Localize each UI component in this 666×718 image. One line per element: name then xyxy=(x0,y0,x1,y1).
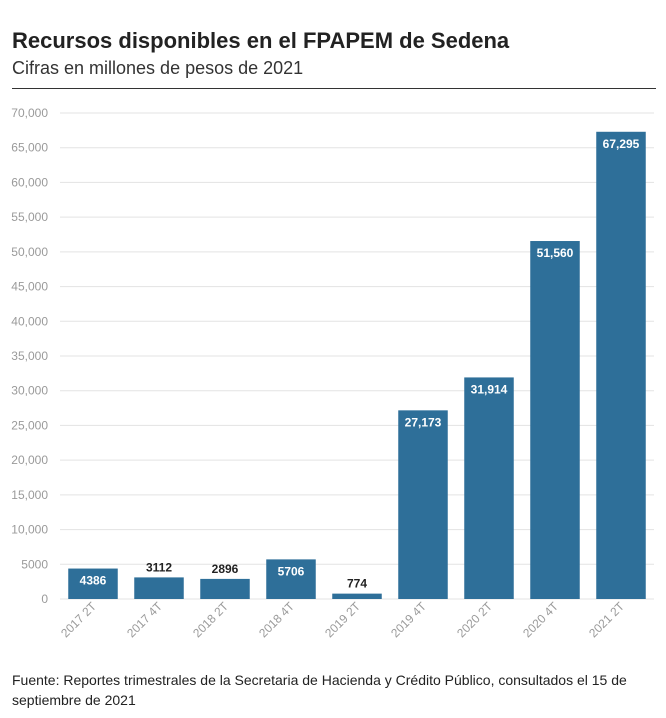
y-tick-label: 0 xyxy=(41,592,48,606)
y-tick-label: 55,000 xyxy=(11,210,48,224)
x-tick-label: 2017 4T xyxy=(124,599,166,641)
bar xyxy=(68,568,118,599)
y-tick-label: 60,000 xyxy=(11,175,48,189)
y-tick-label: 5000 xyxy=(21,557,48,571)
y-tick-label: 15,000 xyxy=(11,488,48,502)
y-tick-label: 70,000 xyxy=(11,106,48,120)
title-divider xyxy=(12,88,656,89)
bar xyxy=(530,241,580,599)
bar-value-label: 3112 xyxy=(146,560,172,574)
x-tick-label: 2018 4T xyxy=(256,599,298,641)
bar xyxy=(200,578,250,599)
y-tick-label: 35,000 xyxy=(11,349,48,363)
chart-title: Recursos disponibles en el FPAPEM de Sed… xyxy=(12,28,510,53)
chart-subtitle: Cifras en millones de pesos de 2021 xyxy=(12,58,304,78)
bar xyxy=(464,377,514,599)
y-tick-label: 20,000 xyxy=(11,453,48,467)
bar-value-label: 27,173 xyxy=(405,415,442,429)
y-tick-label: 10,000 xyxy=(11,523,48,537)
x-tick-label: 2019 2T xyxy=(322,599,364,641)
x-tick-label: 2020 4T xyxy=(520,599,562,641)
y-tick-label: 30,000 xyxy=(11,384,48,398)
y-tick-label: 40,000 xyxy=(11,314,48,328)
bar-value-label: 4386 xyxy=(80,574,107,588)
bar-value-label: 5706 xyxy=(278,564,305,578)
x-tick-label: 2020 2T xyxy=(454,599,496,641)
bar-chart: 0 5000 10,000 15,000 20,000 25,000 30,000 35,00… xyxy=(11,106,654,641)
x-tick-label: 2018 2T xyxy=(190,599,232,641)
y-tick-label: 50,000 xyxy=(11,245,48,259)
x-tick-label: 2021 2T xyxy=(586,599,628,641)
bar-value-label: 67,295 xyxy=(603,137,640,151)
bar xyxy=(332,593,382,599)
y-tick-label: 25,000 xyxy=(11,418,48,432)
x-tick-label: 2019 4T xyxy=(388,599,430,641)
y-tick-label: 45,000 xyxy=(11,280,48,294)
bar xyxy=(596,131,646,599)
bar xyxy=(134,577,184,599)
bar xyxy=(266,559,316,599)
bar-value-label: 31,914 xyxy=(471,382,508,396)
source-footer: Fuente: Reportes trimestrales de la Secr… xyxy=(12,672,627,708)
y-tick-label: 65,000 xyxy=(11,141,48,155)
x-tick-label: 2017 2T xyxy=(58,599,100,641)
bar-value-label: 774 xyxy=(347,577,367,591)
bar xyxy=(398,410,448,599)
bar-value-label: 51,560 xyxy=(537,246,574,260)
bar-value-label: 2896 xyxy=(212,562,239,576)
